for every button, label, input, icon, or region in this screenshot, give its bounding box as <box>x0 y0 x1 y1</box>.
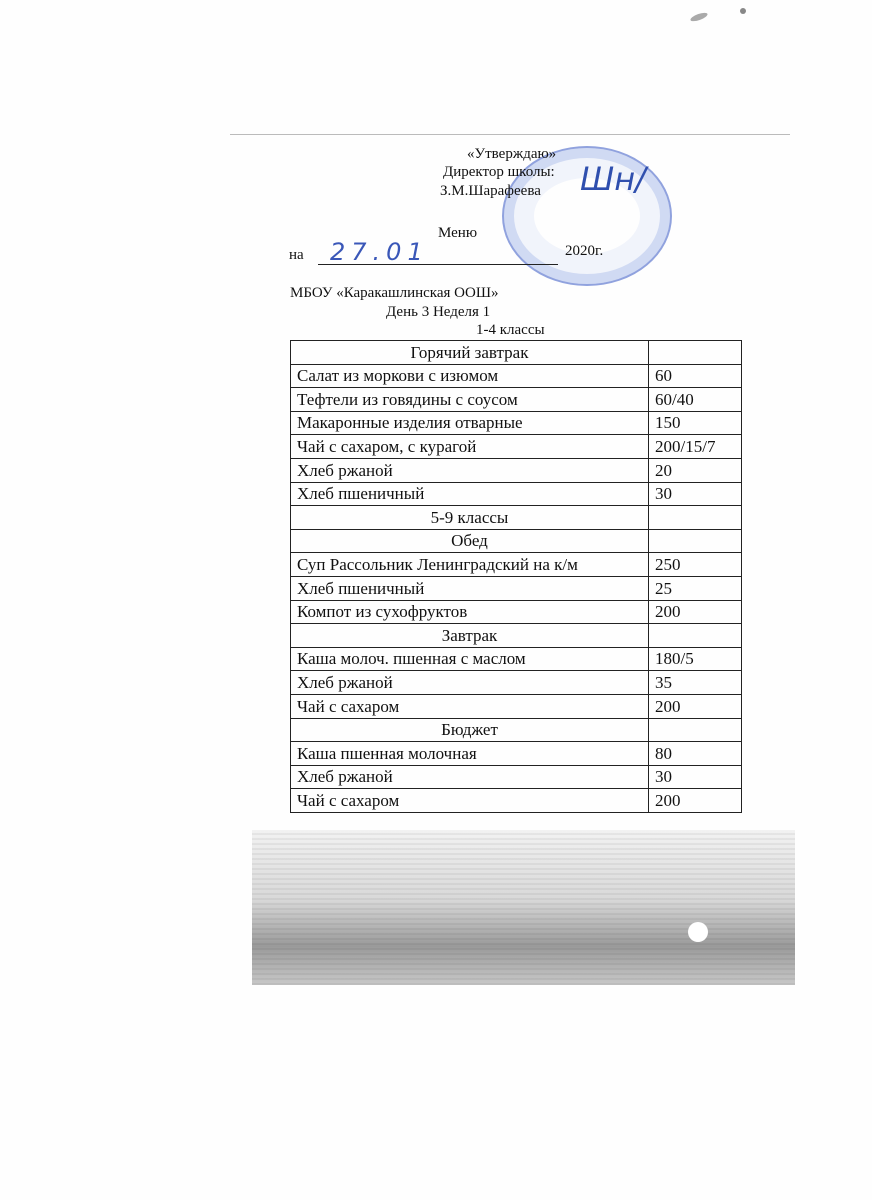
table-row: Суп Рассольник Ленинградский на к/м 250 <box>290 552 742 577</box>
on-label: на <box>289 247 304 263</box>
table-row: Хлеб ржаной 20 <box>290 457 742 483</box>
dish-name: Хлеб ржаной <box>290 457 649 483</box>
table-row: Компот из сухофруктов 200 <box>290 599 742 625</box>
dish-name: Макаронные изделия отварные <box>290 410 649 436</box>
year-label: 2020г. <box>565 243 604 259</box>
table-row: Чай с сахаром, с курагой 200/15/7 <box>290 434 742 459</box>
scan-hole <box>688 922 708 942</box>
handwritten-date: 27.01 <box>330 238 429 266</box>
section-row: 5-9 классы <box>290 505 742 530</box>
portion-value: 60 <box>648 363 742 389</box>
scan-noise-area <box>252 830 795 985</box>
section-row: Обед <box>290 528 742 554</box>
dish-name: Хлеб пшеничный <box>290 575 649 601</box>
table-row: Чай с сахаром 200 <box>290 693 742 719</box>
scan-speck <box>740 8 746 14</box>
dish-name: Чай с сахаром <box>290 788 649 813</box>
dish-name: Салат из моркови с изюмом <box>290 363 649 389</box>
approve-label: «Утверждаю» <box>467 146 557 162</box>
dish-name: Компот из сухофруктов <box>290 599 649 625</box>
dish-name: Чай с сахаром <box>290 693 649 719</box>
portion-value: 30 <box>648 481 742 507</box>
dish-name: Хлеб пшеничный <box>290 481 649 507</box>
portion-value: 200/15/7 <box>648 434 742 459</box>
portion-value: 80 <box>648 741 742 766</box>
dish-name: Хлеб ржаной <box>290 764 649 790</box>
table-row: Хлеб ржаной 35 <box>290 670 742 695</box>
grades-label: 1-4 классы <box>476 322 545 338</box>
table-row: Хлеб пшеничный 25 <box>290 575 742 601</box>
menu-table: Горячий завтрак Салат из моркови с изюмом… <box>290 340 742 813</box>
table-row: Макаронные изделия отварные 150 <box>290 410 742 436</box>
menu-title: Меню <box>438 225 478 241</box>
dish-name: Каша пшенная молочная <box>290 741 649 766</box>
dish-name: Чай с сахаром, с курагой <box>290 434 649 459</box>
scan-speck <box>689 11 709 23</box>
dish-name: 5-9 классы <box>290 505 649 530</box>
portion-value: 250 <box>648 552 742 577</box>
date-underline <box>318 264 558 265</box>
portion-value <box>648 528 742 554</box>
scan-edge <box>230 134 790 135</box>
dish-name: Хлеб ржаной <box>290 670 649 695</box>
portion-value <box>648 505 742 530</box>
section-row: Бюджет <box>290 717 742 743</box>
signature: Шн/ <box>580 160 646 198</box>
dish-name: Горячий завтрак <box>290 340 649 365</box>
section-row: Горячий завтрак <box>290 340 742 365</box>
portion-value: 30 <box>648 764 742 790</box>
dish-name: Бюджет <box>290 717 649 743</box>
dish-name: Завтрак <box>290 623 649 648</box>
school-stamp <box>502 146 672 286</box>
table-row: Каша молоч. пшенная с маслом 180/5 <box>290 646 742 672</box>
table-row: Чай с сахаром 200 <box>290 788 742 813</box>
portion-value: 150 <box>648 410 742 436</box>
portion-value: 20 <box>648 457 742 483</box>
day-week: День 3 Неделя 1 <box>386 304 491 320</box>
dish-name: Обед <box>290 528 649 554</box>
portion-value <box>648 717 742 743</box>
portion-value: 25 <box>648 575 742 601</box>
portion-value: 60/40 <box>648 387 742 412</box>
table-row: Тефтели из говядины с соусом 60/40 <box>290 387 742 412</box>
dish-name: Каша молоч. пшенная с маслом <box>290 646 649 672</box>
portion-value: 200 <box>648 599 742 625</box>
director-label: Директор школы: <box>443 164 555 180</box>
portion-value <box>648 623 742 648</box>
table-row: Каша пшенная молочная 80 <box>290 741 742 766</box>
table-row: Салат из моркови с изюмом 60 <box>290 363 742 389</box>
table-row: Хлеб пшеничный 30 <box>290 481 742 507</box>
portion-value: 180/5 <box>648 646 742 672</box>
school-name: МБОУ «Каракашлинская ООШ» <box>290 285 499 301</box>
table-row: Хлеб ржаной 30 <box>290 764 742 790</box>
dish-name: Тефтели из говядины с соусом <box>290 387 649 412</box>
director-name: З.М.Шарафеева <box>440 183 541 199</box>
portion-value: 35 <box>648 670 742 695</box>
dish-name: Суп Рассольник Ленинградский на к/м <box>290 552 649 577</box>
portion-value <box>648 340 742 365</box>
portion-value: 200 <box>648 693 742 719</box>
portion-value: 200 <box>648 788 742 813</box>
section-row: Завтрак <box>290 623 742 648</box>
